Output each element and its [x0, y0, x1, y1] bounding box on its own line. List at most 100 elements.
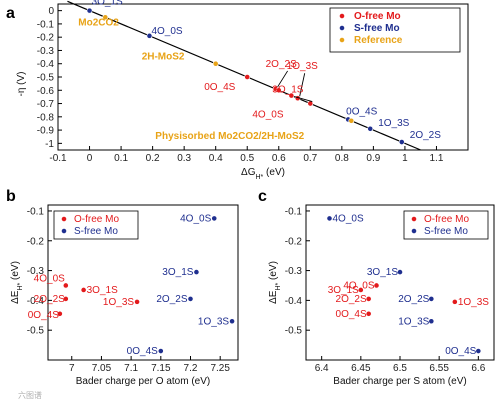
point-label-b: 1O_3S — [103, 297, 134, 308]
point-label-a: Physisorbed Mo2CO2/2H-MoS2 — [155, 131, 304, 142]
x-tick-label-a: 0.7 — [303, 153, 317, 164]
point-label-c: 1O_3S — [458, 297, 489, 308]
legend-label-c: O-free Mo — [424, 214, 469, 225]
point-label-c: 2O_2S — [398, 294, 429, 305]
legend-label-c: S-free Mo — [424, 226, 468, 237]
plot-frame-b — [47, 204, 239, 361]
x-tick-label-a: -0.1 — [49, 153, 67, 164]
x-tick-label-c: 6.6 — [471, 363, 485, 374]
legend-marker-b — [61, 228, 67, 234]
x-axis-label-b: Bader charge per O atom (eV) — [76, 376, 211, 387]
point-label-a: 0O_4S — [204, 82, 235, 93]
x-tick-label-c: 6.4 — [315, 363, 329, 374]
data-point-c — [373, 282, 380, 289]
panel-label-c: c — [258, 188, 267, 205]
legend-box-b — [53, 210, 139, 240]
point-label-c: 3O_1S — [367, 267, 398, 278]
x-axis-label-c: Bader charge per S atom (eV) — [333, 376, 466, 387]
data-point-a — [288, 92, 295, 99]
y-tick-label-c: -0.2 — [285, 236, 303, 247]
point-label-a: 2H-MoS2 — [142, 52, 185, 63]
x-tick-label-c: 6.55 — [429, 363, 449, 374]
x-tick-label-a: 0.5 — [240, 153, 254, 164]
x-tick-label-a: 0.3 — [177, 153, 191, 164]
legend-label-a: Reference — [354, 35, 403, 46]
data-point-c — [365, 295, 372, 302]
y-tick-label-c: -0.3 — [285, 266, 303, 277]
point-label-b: 0O_4S — [28, 310, 59, 321]
data-point-b — [62, 282, 69, 289]
y-tick-label-a: -0.1 — [37, 19, 55, 30]
y-tick-label-c: -0.5 — [285, 326, 303, 337]
x-tick-label-b: 7.1 — [124, 363, 138, 374]
data-point-b — [134, 298, 140, 305]
y-tick-label-a: -0.8 — [37, 112, 55, 123]
data-point-b — [229, 318, 235, 325]
y-tick-label-a: -0.5 — [37, 73, 55, 84]
data-point-a — [212, 60, 219, 67]
x-tick-label-a: 0 — [87, 153, 93, 164]
arrow-a — [299, 73, 306, 97]
data-point-c — [357, 287, 364, 293]
y-tick-label-b: -0.1 — [27, 206, 45, 217]
y-tick-label-a: -0.6 — [37, 86, 55, 97]
y-tick-label-a: -0.4 — [37, 59, 55, 70]
point-label-c: 4O_0S — [343, 280, 374, 291]
x-tick-label-b: 7.2 — [184, 363, 198, 374]
y-tick-label-c: -0.1 — [285, 206, 303, 217]
x-tick-label-b: 7.25 — [210, 363, 230, 374]
point-label-b: 2O_2S — [34, 294, 65, 305]
legend-box-c — [403, 210, 489, 240]
legend-label-a: O-free Mo — [354, 11, 401, 22]
chart-panel-a: -0.1 0 0.1 0.2 0.3 0.4 0.5 0.6 0.7 0.8 0.9 1 1.1 0 -0.… — [16, 0, 469, 181]
legend-marker-a — [339, 37, 345, 43]
x-tick-label-a: 1 — [402, 153, 408, 164]
x-tick-label-a: 0.9 — [366, 153, 380, 164]
data-point-c — [451, 298, 458, 305]
point-label-a: 3O_1S — [92, 0, 123, 8]
x-axis-label-a: ΔGH* (eV) — [241, 167, 285, 181]
panel-label-b: b — [6, 188, 16, 205]
x-tick-label-a: 1.1 — [430, 153, 444, 164]
arrow-a — [294, 96, 313, 102]
x-tick-label-a: 0.2 — [146, 153, 160, 164]
x-tick-label-a: 0.4 — [209, 153, 223, 164]
point-label-a: 4O_0S — [151, 26, 182, 37]
point-label-c: 2O_2S — [336, 294, 367, 305]
point-label-b: 3O_1S — [87, 285, 118, 296]
y-tick-label-b: -0.5 — [27, 326, 45, 337]
x-tick-label-b: 7.05 — [92, 363, 112, 374]
watermark: 六图谱 — [18, 390, 42, 400]
point-label-c: 3O_1S — [328, 285, 359, 296]
data-point-a — [348, 117, 355, 124]
y-tick-label-a: -0.2 — [37, 33, 55, 44]
y-tick-label-b: -0.4 — [27, 296, 45, 307]
legend-marker-b — [61, 216, 67, 222]
data-point-a — [146, 32, 153, 39]
point-label-c: 1O_3S — [398, 316, 429, 327]
point-label-a: 2O_2S — [410, 130, 441, 141]
legend-marker-a — [339, 13, 345, 19]
data-point-b — [193, 269, 200, 275]
x-tick-label-b: 7 — [69, 363, 75, 374]
point-label-a: 1O_3S — [378, 118, 409, 129]
data-point-a — [398, 139, 405, 145]
data-point-a — [102, 14, 109, 21]
point-label-b: 3O_1S — [162, 267, 193, 278]
data-point-b — [211, 215, 218, 222]
data-point-b — [80, 287, 87, 293]
point-label-a: 4O_0S — [252, 110, 283, 121]
data-point-b — [187, 295, 194, 302]
point-label-a: 2O_2S — [266, 59, 297, 70]
legend-marker-c — [411, 228, 417, 234]
y-tick-label-a: -0.7 — [37, 99, 55, 110]
data-point-c — [397, 269, 403, 275]
point-label-b: 4O_0S — [180, 213, 211, 224]
data-point-c — [428, 295, 435, 302]
chart-panel-c: 6.4 6.45 6.5 6.55 6.6 -0.1 -0.2 -0.3 -0.4 -0.5 Bad… — [268, 204, 495, 387]
data-point-a — [244, 74, 251, 80]
arrow-a — [277, 70, 288, 88]
point-label-c: 4O_0S — [333, 213, 364, 224]
point-label-a: Mo2CO2 — [78, 17, 119, 28]
data-point-a — [86, 7, 93, 14]
